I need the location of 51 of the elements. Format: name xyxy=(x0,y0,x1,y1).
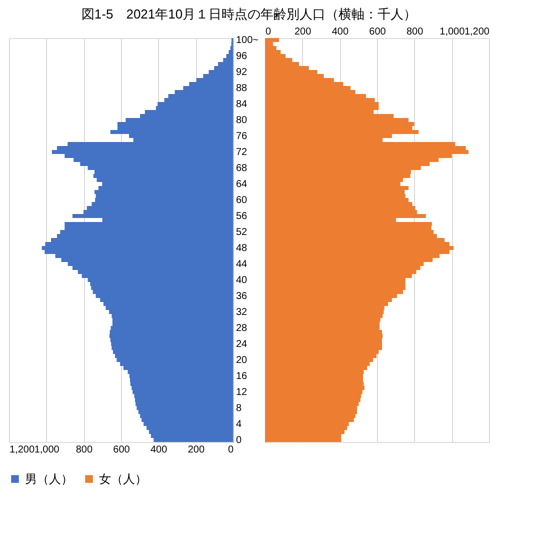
y-tick-label: 40 xyxy=(236,275,248,286)
y-tick-label: 60 xyxy=(236,195,248,206)
y-tick-label: 32 xyxy=(236,307,248,318)
bar xyxy=(218,62,233,66)
bar xyxy=(265,46,276,50)
y-tick-label: 76 xyxy=(236,131,248,142)
x-tick-label: 200 xyxy=(188,444,205,456)
bar xyxy=(230,46,233,50)
x2-tick-label: 600 xyxy=(369,26,386,38)
x-tick-label: 1,200 xyxy=(10,444,35,456)
legend-label: 女（人） xyxy=(99,472,147,486)
legend-label: 男（人） xyxy=(25,472,73,486)
y-tick-label: 8 xyxy=(236,403,242,414)
y-tick-label: 100~ xyxy=(236,35,259,46)
bar xyxy=(226,54,233,58)
y-tick-label: 20 xyxy=(236,355,248,366)
chart-title: 図1-5 2021年10月１日時点の年齢別人口（横軸：千人） xyxy=(81,6,417,22)
x2-tick-label: 1,200 xyxy=(464,26,490,38)
y-tick-label: 4 xyxy=(236,419,242,430)
x-tick-label: 600 xyxy=(113,444,130,456)
y-tick-label: 64 xyxy=(236,179,248,190)
y-tick-label: 24 xyxy=(236,339,248,350)
x-tick-label: 0 xyxy=(228,444,234,456)
y-tick-label: 56 xyxy=(236,211,248,222)
x2-tick-label: 400 xyxy=(332,26,349,38)
x-tick-label: 1,000 xyxy=(34,444,60,456)
y-tick-label: 44 xyxy=(236,259,248,270)
y-tick-label: 84 xyxy=(236,99,248,110)
bar xyxy=(265,438,342,442)
x2-tick-label: 0 xyxy=(266,26,272,38)
x-tick-label: 400 xyxy=(150,444,168,456)
y-tick-label: 12 xyxy=(236,387,248,398)
y-tick-label: 16 xyxy=(236,371,248,382)
y-tick-label: 28 xyxy=(236,323,248,334)
y-tick-label: 96 xyxy=(236,51,248,62)
y-tick-label: 72 xyxy=(236,147,248,158)
y-tick-label: 0 xyxy=(236,435,242,446)
x2-tick-label: 200 xyxy=(294,26,312,38)
x-tick-label: 800 xyxy=(76,444,93,456)
y-tick-label: 92 xyxy=(236,67,248,78)
x2-tick-label: 800 xyxy=(406,26,424,38)
y-tick-label: 36 xyxy=(236,291,248,302)
bar xyxy=(265,38,279,42)
y-tick-label: 80 xyxy=(236,115,248,126)
y-tick-label: 88 xyxy=(236,83,248,94)
y-tick-label: 52 xyxy=(236,227,248,238)
x2-tick-label: 1,000 xyxy=(440,26,466,38)
y-tick-label: 48 xyxy=(236,243,248,254)
bar xyxy=(228,50,233,54)
bar xyxy=(154,438,233,442)
y-tick-label: 68 xyxy=(236,163,248,174)
